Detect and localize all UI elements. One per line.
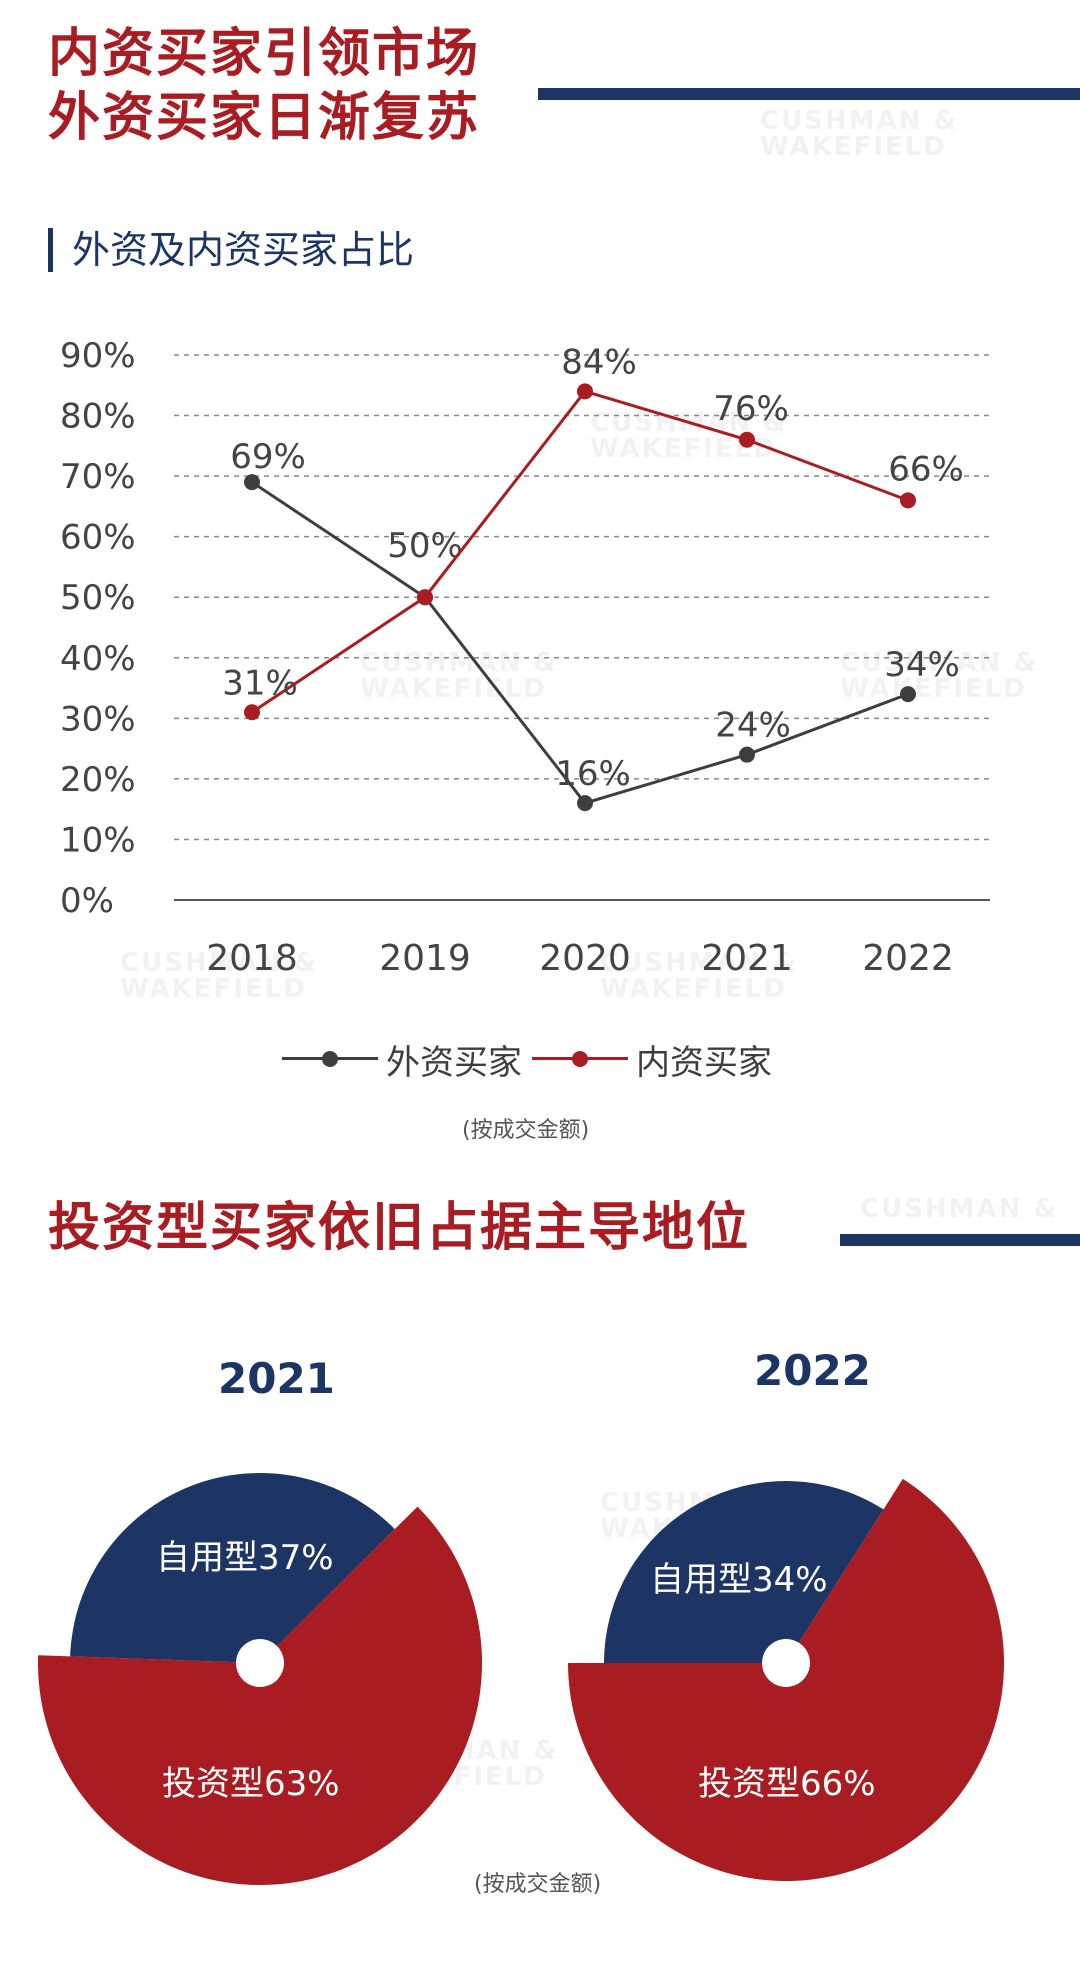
- data-label: 16%: [555, 754, 631, 794]
- data-label: 76%: [713, 389, 789, 429]
- data-point: [739, 431, 755, 448]
- title-line-2: 外资买家日渐复苏: [48, 88, 481, 148]
- y-tick-label: 0%: [60, 881, 114, 921]
- data-point: [739, 746, 755, 763]
- watermark-line2: WAKEFIELD: [600, 974, 787, 1004]
- chart-subtitle: 外资及内资买家占比: [72, 228, 415, 272]
- watermark-line1: CUSHMAN &: [600, 948, 799, 978]
- pie-chart-2021: [38, 1473, 482, 1885]
- title-line-1: 内资买家引领市场: [48, 24, 481, 84]
- watermark: CUSHMAN &WAKEFIELD: [760, 108, 958, 160]
- pie-chart-2022: [568, 1478, 1004, 1881]
- data-label: 66%: [888, 449, 964, 489]
- y-tick-label: 40%: [60, 639, 136, 679]
- data-label: 50%: [387, 526, 463, 566]
- data-label: 24%: [715, 706, 791, 746]
- data-label: 34%: [884, 645, 960, 685]
- y-tick-label: 10%: [60, 820, 136, 860]
- pie-slice: [38, 1506, 482, 1885]
- x-tick-label: 2022: [862, 938, 954, 979]
- watermark-line2: WAKEFIELD: [120, 974, 307, 1004]
- y-tick-label: 50%: [60, 578, 136, 618]
- x-tick-label: 2021: [701, 938, 793, 979]
- page-title: 内资买家引领市场 外资买家日渐复苏: [48, 22, 480, 150]
- title-rule: [538, 88, 1080, 100]
- legend-item-domestic: 内资买家: [532, 1035, 772, 1084]
- watermark: CUSHMAN &: [860, 1196, 1058, 1222]
- pie-2022-label-investment: 投资型66%: [698, 1764, 876, 1804]
- pie-note: (按成交金额): [474, 1872, 602, 1897]
- data-point: [900, 686, 916, 703]
- watermark: CUSHMAN &WAKEFIELD: [120, 950, 318, 1002]
- watermark-line1: CUSHMAN &: [860, 1194, 1059, 1224]
- series-line-1: [251, 389, 909, 714]
- y-tick-label: 60%: [60, 518, 136, 558]
- y-tick-label: 30%: [60, 699, 136, 739]
- data-point: [900, 492, 916, 509]
- watermark: CUSHMAN &WAKEFIELD: [360, 650, 558, 702]
- section2-title: 投资型买家依旧占据主导地位: [48, 1198, 751, 1258]
- chart-note: (按成交金额): [462, 1118, 590, 1143]
- y-tick-label: 20%: [60, 760, 136, 800]
- watermark-line1: CUSHMAN &: [120, 948, 319, 978]
- watermark: CUSHMAN &WAKEFIELD: [600, 950, 798, 1002]
- pie-title-2022: 2022: [754, 1346, 871, 1395]
- pie-slice: [70, 1473, 395, 1663]
- watermark-line1: CUSHMAN &: [360, 648, 559, 678]
- data-label: 84%: [561, 342, 637, 382]
- y-tick-label: 80%: [60, 397, 136, 437]
- data-point: [577, 383, 593, 400]
- subtitle-accent-bar: [48, 228, 53, 272]
- data-point: [244, 474, 260, 491]
- pie-2021-label-investment: 投资型63%: [162, 1764, 340, 1804]
- pie-2022-label-self-use: 自用型34%: [650, 1560, 828, 1600]
- pie-slice: [604, 1481, 884, 1663]
- watermark-line2: WAKEFIELD: [360, 674, 547, 704]
- watermark: CUSHMAN &WAKEFIELD: [840, 650, 1038, 702]
- pie-2021-label-self-use: 自用型37%: [156, 1538, 334, 1578]
- section2-rule: [840, 1234, 1080, 1246]
- watermark-line1: CUSHMAN &: [760, 106, 959, 136]
- chart-legend: 外资买家 内资买家: [282, 1035, 782, 1084]
- line-chart: 0% 10% 20% 30% 40% 50% 60% 70% 80% 90% 2018 2019 202…: [60, 336, 990, 979]
- watermark-line2: WAKEFIELD: [840, 674, 1027, 704]
- legend-label-foreign: 外资买家: [386, 1042, 522, 1083]
- y-tick-label: 90%: [60, 336, 136, 376]
- pie-center-hole: [762, 1639, 810, 1687]
- data-point: [577, 795, 593, 812]
- data-point: [244, 704, 260, 721]
- legend-item-foreign: 外资买家: [282, 1035, 522, 1084]
- x-tick-label: 2019: [379, 938, 471, 979]
- y-tick-label: 70%: [60, 457, 136, 497]
- watermark-line2: WAKEFIELD: [760, 132, 947, 162]
- legend-swatch-foreign: [282, 1049, 378, 1069]
- data-point: [417, 589, 433, 606]
- data-label: 69%: [230, 437, 306, 477]
- pie-title-2021: 2021: [218, 1354, 335, 1403]
- legend-swatch-domestic: [532, 1049, 628, 1069]
- x-tick-label: 2018: [206, 938, 298, 979]
- pie-center-hole: [236, 1639, 284, 1687]
- data-label: 31%: [222, 663, 298, 703]
- legend-label-domestic: 内资买家: [636, 1042, 772, 1083]
- watermark-line1: CUSHMAN &: [840, 648, 1039, 678]
- x-tick-label: 2020: [539, 938, 631, 979]
